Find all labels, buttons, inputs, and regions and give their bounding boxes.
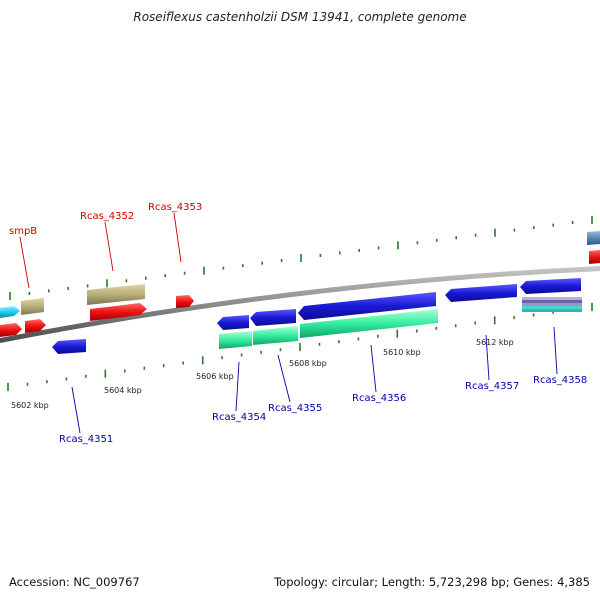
gene-Rcas_4354[interactable] <box>217 315 249 330</box>
scale-labels: 5602 kbp 5604 kbp 5606 kbp 5608 kbp 5610… <box>11 338 514 410</box>
gene-Rcas_4351[interactable] <box>52 339 86 354</box>
gene-red-forward-left[interactable] <box>0 323 22 337</box>
gene-mint-3[interactable] <box>300 309 438 338</box>
gene-steel-right[interactable] <box>587 231 600 245</box>
label-Rcas_4355[interactable]: Rcas_4355 <box>268 403 322 414</box>
gene-Rcas_4356[interactable] <box>298 292 436 320</box>
label-Rcas_4358[interactable]: Rcas_4358 <box>533 375 587 386</box>
label-Rcas_4352[interactable]: Rcas_4352 <box>80 211 134 222</box>
genome-summary-text: Topology: circular; Length: 5,723,298 bp… <box>274 575 590 589</box>
label-smpB[interactable]: smpB <box>9 226 37 237</box>
gene-Rcas_4358[interactable] <box>522 297 582 312</box>
gene-red-forward-2[interactable] <box>25 319 46 333</box>
label-Rcas_4356[interactable]: Rcas_4356 <box>352 393 406 404</box>
gene-red-right[interactable] <box>589 250 600 264</box>
label-Rcas_4354[interactable]: Rcas_4354 <box>212 412 266 423</box>
tick-marks <box>7 216 593 391</box>
gene-blue-4358a[interactable] <box>520 278 581 294</box>
gene-Rcas_4353[interactable] <box>176 295 194 308</box>
scale-label-5608: 5608 kbp <box>289 359 327 368</box>
gene-Rcas_4352[interactable] <box>87 284 145 305</box>
scale-label-5606: 5606 kbp <box>196 372 234 381</box>
accession-text: Accession: NC_009767 <box>9 575 140 589</box>
scale-label-5602: 5602 kbp <box>11 401 49 410</box>
reverse-genes <box>52 278 582 354</box>
scale-label-5610: 5610 kbp <box>383 348 421 357</box>
label-Rcas_4353[interactable]: Rcas_4353 <box>148 202 202 213</box>
gene-red-forward-1[interactable] <box>90 303 147 321</box>
callout-lines <box>19 212 558 434</box>
gene-mint-1[interactable] <box>219 331 252 349</box>
genome-backbone <box>0 266 600 343</box>
gene-Rcas_4357[interactable] <box>445 284 517 302</box>
label-Rcas_4357[interactable]: Rcas_4357 <box>465 381 519 392</box>
forward-gene-labels: smpB Rcas_4352 Rcas_4353 <box>9 202 202 237</box>
gene-mint-2[interactable] <box>253 326 298 345</box>
scale-label-5604: 5604 kbp <box>104 386 142 395</box>
map-title: Roseiflexus castenholzii DSM 13941, comp… <box>133 10 467 24</box>
label-Rcas_4351[interactable]: Rcas_4351 <box>59 434 113 445</box>
reverse-gene-labels: Rcas_4351 Rcas_4354 Rcas_4355 Rcas_4356 … <box>59 375 587 445</box>
gene-Rcas_4355[interactable] <box>250 309 296 326</box>
scale-label-5612: 5612 kbp <box>476 338 514 347</box>
forward-genes <box>0 231 600 337</box>
gene-smpB[interactable] <box>21 298 44 315</box>
gene-cyan-left[interactable] <box>0 306 20 318</box>
